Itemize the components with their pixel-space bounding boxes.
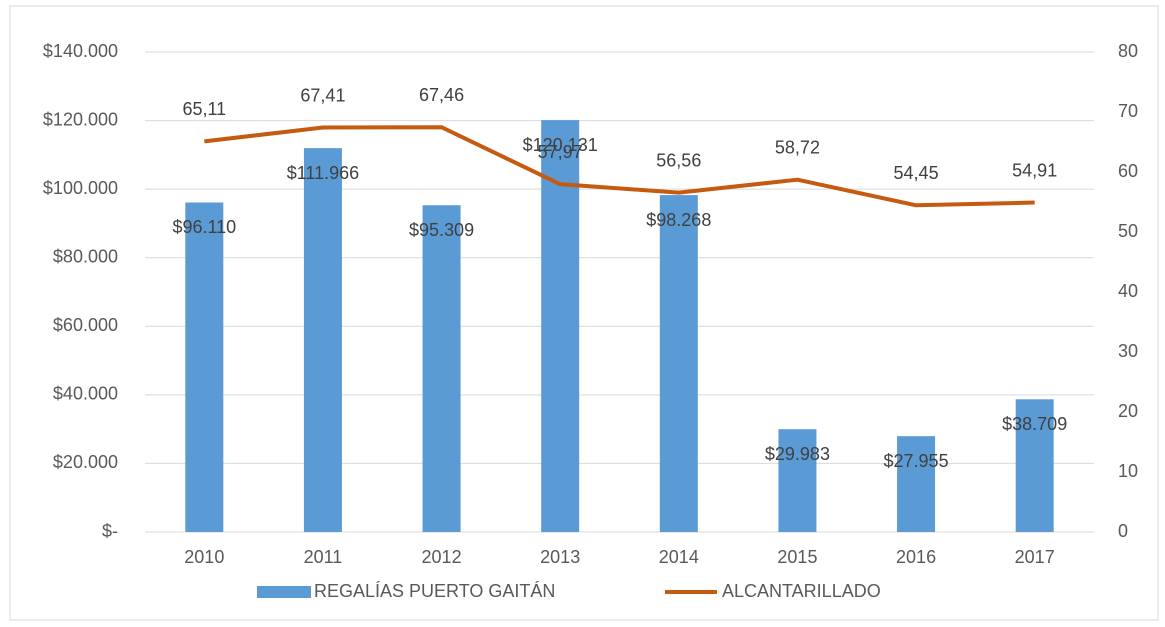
y2-tick-label: 30 (1118, 341, 1138, 361)
x-tick-label: 2016 (896, 547, 936, 567)
y2-tick-label: 50 (1118, 221, 1138, 241)
y2-tick-label: 70 (1118, 101, 1138, 121)
y-tick-label: $120.000 (43, 109, 118, 129)
y-tick-label: $60.000 (53, 315, 118, 335)
data-label: $27.955 (884, 451, 949, 471)
data-label: 57,97 (538, 142, 583, 162)
y2-tick-label: 80 (1118, 41, 1138, 61)
y-tick-label: $140.000 (43, 41, 118, 61)
data-label: $120.131 (523, 135, 598, 155)
bar (1015, 399, 1054, 532)
x-tick-label: 2010 (184, 547, 224, 567)
data-label: $96.110 (172, 217, 236, 237)
data-label: $98.268 (646, 210, 711, 230)
bar (185, 202, 224, 533)
y2-tick-label: 10 (1118, 461, 1138, 481)
y-tick-label: $40.000 (53, 384, 118, 404)
data-label: $95.309 (409, 220, 474, 240)
legend-swatch (257, 586, 311, 598)
line (204, 125, 1035, 208)
y2-tick-label: 40 (1118, 281, 1138, 301)
data-label: $38.709 (1002, 414, 1067, 434)
y2-tick-label: 60 (1118, 161, 1138, 181)
x-tick-label: 2017 (1015, 547, 1055, 567)
x-tick-label: 2015 (777, 547, 817, 567)
bar (541, 120, 580, 532)
legend-label: ALCANTARILLADO (722, 581, 881, 601)
y-tick-label: $80.000 (53, 246, 118, 266)
y-tick-label: $20.000 (53, 452, 118, 472)
x-tick-label: 2012 (422, 547, 462, 567)
y-tick-label: $100.000 (43, 178, 118, 198)
data-label: 67,41 (300, 85, 345, 105)
bar (897, 436, 936, 532)
data-label: 58,72 (775, 137, 820, 157)
data-label: 56,56 (656, 150, 701, 170)
data-label: $111.966 (287, 163, 359, 183)
x-tick-label: 2013 (540, 547, 580, 567)
y-tick-label: $- (102, 521, 118, 541)
bar (303, 148, 342, 532)
y2-tick-label: 20 (1118, 401, 1138, 421)
bar (659, 195, 698, 532)
bar (422, 205, 461, 532)
data-label: 65,11 (182, 99, 226, 119)
data-label: 54,45 (894, 163, 939, 183)
data-label: 67,46 (419, 85, 464, 105)
x-tick-label: 2014 (659, 547, 699, 567)
x-tick-label: 2011 (304, 547, 343, 567)
data-label: $29.983 (765, 444, 830, 464)
y2-tick-label: 0 (1118, 521, 1128, 541)
legend-label: REGALÍAS PUERTO GAITÁN (314, 581, 555, 601)
bar (778, 429, 817, 532)
data-label: 54,91 (1012, 160, 1057, 180)
